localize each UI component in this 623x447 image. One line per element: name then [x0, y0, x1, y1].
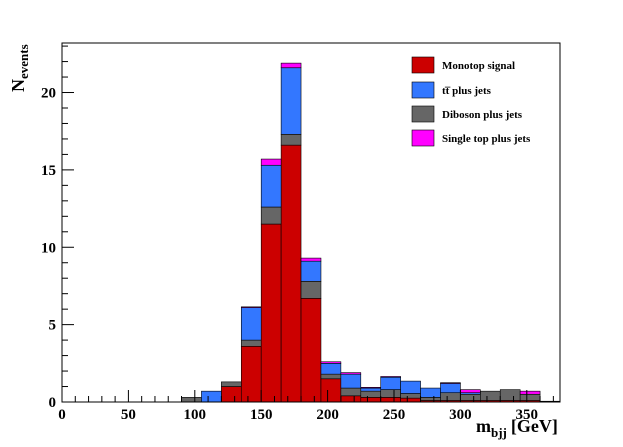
y-tick-label: 20	[41, 86, 56, 102]
bar-segment	[240, 306, 262, 308]
bar-segment	[221, 386, 242, 403]
bar-segment	[420, 397, 441, 401]
legend-swatch-monotop	[411, 56, 435, 74]
plot-frame	[61, 42, 561, 403]
y-axis-title: Nevents	[8, 44, 31, 92]
legend-label-diboson: Diboson plus jets	[442, 109, 523, 121]
x-tick-label: 350	[516, 407, 539, 423]
bar-segment	[201, 390, 222, 403]
legend-swatch-diboson	[411, 105, 435, 123]
y-axis-title-sub: events	[16, 44, 31, 79]
bar-segment	[360, 397, 382, 403]
bar-segment	[420, 387, 441, 398]
x-axis-title: mbjj [GeV]	[476, 416, 558, 440]
x-tick-label: 200	[316, 407, 339, 423]
y-axis-ticks: 0 5 10 15 20	[41, 45, 74, 411]
x-axis-title-sub: bjj	[491, 425, 507, 440]
bar-segment	[340, 373, 362, 389]
bar-segment	[320, 361, 342, 364]
bar-segment	[400, 397, 421, 403]
legend-swatch-ttbar	[411, 81, 435, 99]
bar-segment	[380, 397, 401, 403]
x-tick-label: 100	[184, 407, 207, 423]
bar-segment	[480, 390, 501, 401]
bar-segment	[460, 393, 481, 401]
bar-segment	[320, 378, 342, 403]
x-tick-label: 150	[250, 407, 273, 423]
y-tick-label: 5	[49, 318, 57, 334]
bar-segment	[300, 281, 322, 299]
bar-segment	[240, 345, 262, 403]
bar-segment	[360, 386, 382, 389]
bar-segment	[320, 373, 342, 380]
bar-segment	[499, 389, 521, 401]
bar-segment	[460, 389, 481, 394]
x-axis-title-unit: [GeV]	[511, 416, 558, 436]
x-axis-title-main: m	[476, 416, 491, 436]
bar-segment	[300, 260, 322, 282]
bar-segment	[320, 363, 342, 375]
bar-segment	[360, 390, 382, 398]
legend-label-monotop: Monotop signal	[442, 60, 515, 72]
bar-segment	[280, 144, 302, 403]
bar-segment	[519, 390, 541, 395]
bar-segment	[440, 383, 461, 394]
bar-segment	[260, 206, 282, 225]
bar-segment	[380, 376, 401, 390]
bar-segment	[360, 387, 382, 392]
y-tick-label: 15	[41, 163, 56, 179]
bar-segment	[221, 381, 242, 387]
bar-segment	[240, 307, 262, 341]
legend-swatch-single-top	[411, 129, 435, 147]
bar-segment	[260, 223, 282, 403]
bar-segment	[260, 164, 282, 208]
bar-segment	[440, 392, 461, 401]
stacked-bars-group	[181, 62, 561, 403]
bar-segment	[440, 382, 461, 384]
bar-segment	[240, 339, 262, 347]
x-tick-label: 50	[121, 407, 136, 423]
x-tick-label: 300	[449, 407, 472, 423]
bar-segment	[340, 395, 362, 403]
legend-label-single-top: Single top plus jets	[442, 133, 531, 145]
x-axis-ticks: 0 50 100 150 200 250 300 350	[58, 390, 554, 423]
bar-segment	[519, 393, 541, 401]
bar-segment	[181, 397, 202, 403]
y-tick-label: 10	[41, 240, 56, 256]
bar-segment	[340, 387, 362, 397]
y-axis-title-main: N	[8, 79, 28, 92]
legend-label-ttbar: tt̅ plus jets	[442, 85, 492, 97]
bar-segment	[380, 376, 401, 378]
x-tick-label: 0	[58, 407, 66, 423]
bar-segment	[340, 372, 362, 375]
bar-segment	[300, 257, 322, 262]
bar-segment	[260, 158, 282, 166]
bar-segment	[280, 67, 302, 135]
bar-segment	[280, 62, 302, 69]
legend: Monotop signal tt̅ plus jets Diboson plu…	[411, 56, 531, 147]
x-tick-label: 250	[383, 407, 406, 423]
bar-segment	[380, 389, 401, 398]
bar-segment	[300, 298, 322, 403]
bar-segment	[400, 393, 421, 399]
bar-segment	[400, 380, 421, 394]
y-tick-label: 0	[49, 395, 57, 411]
bar-segment	[280, 133, 302, 146]
